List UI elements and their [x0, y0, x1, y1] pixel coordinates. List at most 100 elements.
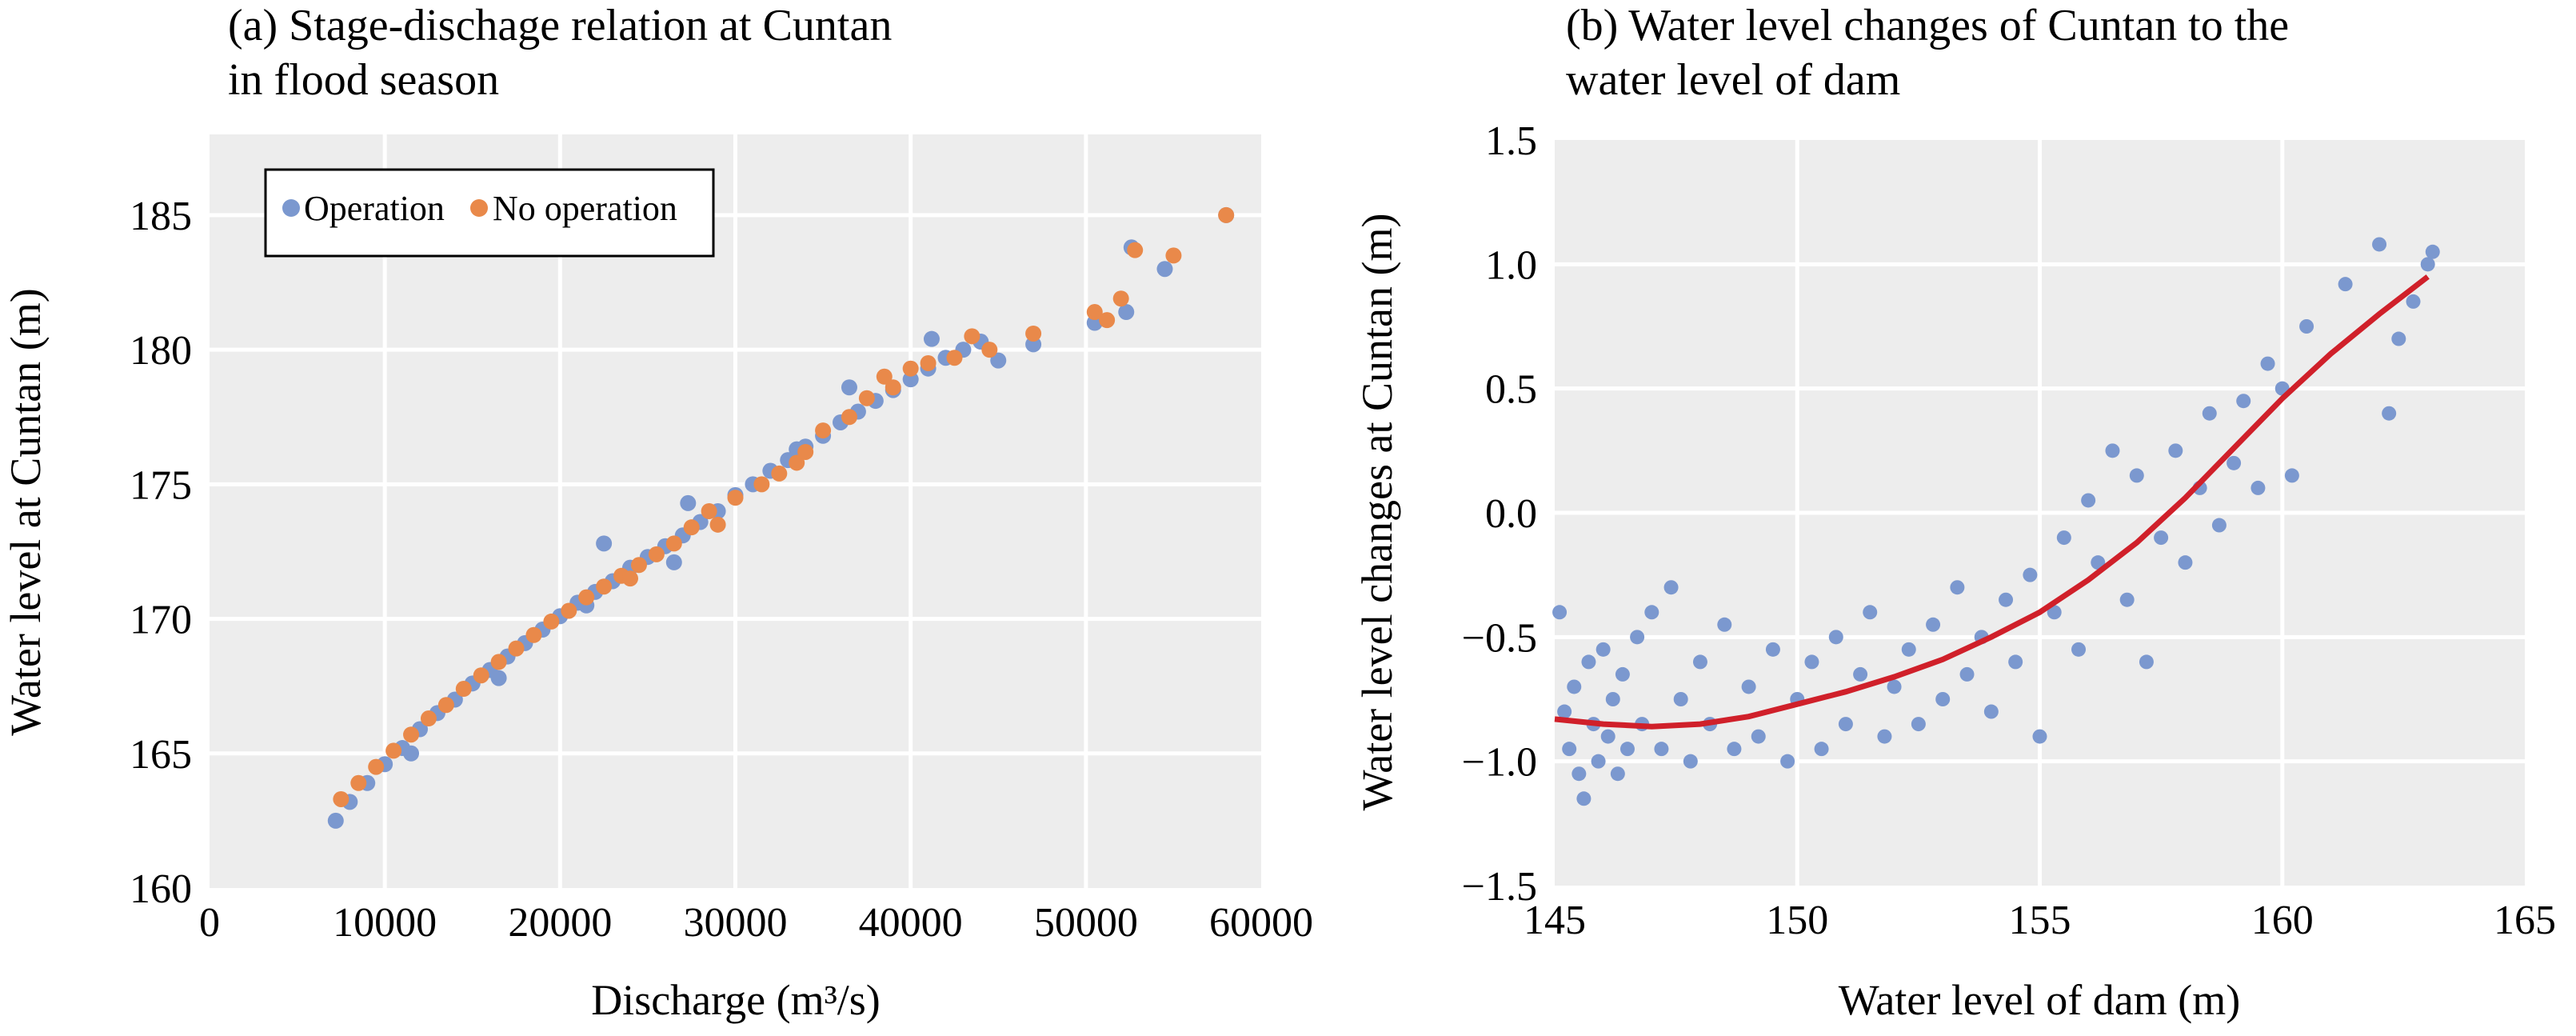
- panel-a-y-tick-label: 180: [130, 328, 192, 374]
- panel-b-point: [2178, 555, 2193, 570]
- no-operation-point: [1112, 290, 1129, 307]
- no-operation-point: [709, 516, 726, 533]
- panel-b-point: [2211, 518, 2227, 533]
- no-operation-point: [525, 626, 542, 643]
- no-operation-point: [596, 578, 613, 595]
- panel-b-point: [1567, 679, 1582, 694]
- operation-point: [1156, 261, 1173, 278]
- no-operation-point: [630, 557, 647, 574]
- panel-b-x-tick-label: 165: [2494, 898, 2556, 943]
- panel-b-point: [2202, 406, 2217, 421]
- no-operation-point: [473, 667, 489, 684]
- operation-point: [403, 745, 420, 762]
- panel-b-y-tick-label: 0.0: [1485, 491, 1537, 537]
- panel-b-x-tick-label: 150: [1766, 898, 1828, 943]
- panel-b-point: [1853, 666, 1868, 682]
- panel-b-point: [2139, 654, 2154, 670]
- panel-b: (b) Water level changes of Cuntan to the…: [1353, 1, 2556, 1024]
- operation-point: [680, 494, 697, 511]
- no-operation-point: [543, 613, 560, 630]
- panel-b-point: [2260, 356, 2275, 371]
- panel-b-point: [1692, 654, 1707, 670]
- no-operation-point: [385, 742, 402, 759]
- panel-b-point: [2227, 455, 2242, 470]
- no-operation-point: [885, 379, 901, 396]
- panel-b-point: [2425, 244, 2440, 259]
- panel-b-point: [1600, 729, 1615, 744]
- panel-a-y-tick-label: 165: [130, 732, 192, 778]
- panel-b-point: [1615, 666, 1630, 682]
- panel-b-point: [2382, 406, 2397, 421]
- panel-b-point: [1828, 630, 1843, 645]
- operation-point: [327, 812, 344, 829]
- panel-b-point: [2236, 394, 2251, 409]
- no-operation-point: [1127, 242, 1144, 258]
- no-operation-point: [403, 726, 420, 743]
- no-operation-point: [1099, 312, 1116, 329]
- panel-b-point: [1877, 729, 1892, 744]
- panel-b-y-tick-label: 1.0: [1485, 242, 1537, 288]
- panel-a: (a) Stage-dischage relation at Cuntan in…: [2, 1, 1313, 1024]
- panel-b-point: [1654, 742, 1669, 757]
- panel-b-gridlines: [1555, 140, 2525, 886]
- panel-b-point: [2119, 592, 2135, 607]
- panel-a-tick-labels: 0 10000 20000 30000 40000 50000 60000 160 165 170…: [130, 194, 1313, 946]
- panel-a-y-tick-label: 175: [130, 462, 192, 508]
- panel-b-x-tick-label: 160: [2251, 898, 2314, 943]
- panel-b-title-line2: water level of dam: [1566, 55, 1900, 105]
- panel-b-point: [1673, 692, 1688, 706]
- no-operation-point: [578, 589, 595, 606]
- no-operation-point: [1086, 304, 1103, 321]
- panel-b-point: [2284, 468, 2299, 483]
- panel-b-point: [2071, 642, 2087, 657]
- no-operation-point: [508, 640, 525, 657]
- panel-b-point: [1780, 754, 1795, 769]
- legend-box: [264, 168, 715, 258]
- no-operation-point: [490, 654, 507, 670]
- panel-b-point: [1935, 692, 1951, 706]
- panel-b-y-axis-label: Water level changes at Cuntan (m): [1353, 214, 1401, 811]
- operation-point: [841, 379, 857, 396]
- panel-b-x-axis-label: Water level of dam (m): [1839, 976, 2240, 1024]
- panel-a-points: [327, 206, 1235, 829]
- panel-b-point: [1596, 642, 1611, 657]
- panel-b-point: [2391, 331, 2406, 346]
- panel-b-point: [2406, 294, 2421, 309]
- no-operation-point: [333, 790, 349, 807]
- panel-b-point: [2372, 237, 2387, 252]
- operation-point: [596, 535, 613, 552]
- panel-a-x-tick-label: 0: [199, 900, 220, 946]
- no-operation-point: [789, 454, 805, 471]
- operation-point: [490, 670, 507, 686]
- no-operation-point: [701, 503, 717, 519]
- no-operation-point: [420, 710, 437, 727]
- panel-b-tick-labels: 145 150 155 160 165 −1.5 −1.0 −0.5 0.0 0.5 1.0 1.5: [1462, 118, 2556, 943]
- panel-b-point: [2251, 480, 2266, 495]
- panel-a-x-tick-label: 50000: [1034, 900, 1138, 946]
- panel-b-point: [2091, 555, 2106, 570]
- panel-b-point: [1751, 729, 1766, 744]
- operation-point: [990, 352, 1007, 369]
- panel-b-point: [1959, 666, 1975, 682]
- panel-b-point: [1741, 679, 1756, 694]
- panel-a-y-axis-label: Water level at Cuntan (m): [2, 288, 50, 735]
- no-operation-point: [1218, 206, 1235, 223]
- panel-b-point: [2129, 468, 2144, 483]
- panel-b-point: [1926, 617, 1941, 632]
- panel-b-point: [1727, 742, 1742, 757]
- panel-b-x-tick-label: 155: [2009, 898, 2071, 943]
- panel-b-point: [2008, 654, 2023, 670]
- operation-point: [1118, 304, 1135, 321]
- panel-b-point: [1644, 605, 1659, 620]
- panel-b-points: [1552, 237, 2440, 806]
- panel-b-point: [2047, 605, 2062, 620]
- no-operation-point: [350, 774, 367, 791]
- panel-b-point: [1630, 630, 1645, 645]
- no-operation-point: [648, 546, 665, 562]
- panel-a-x-tick-label: 20000: [508, 900, 612, 946]
- panel-b-point: [2023, 567, 2038, 582]
- no-operation-point: [858, 390, 875, 406]
- panel-b-point: [1863, 605, 1878, 620]
- panel-b-point: [2056, 530, 2071, 546]
